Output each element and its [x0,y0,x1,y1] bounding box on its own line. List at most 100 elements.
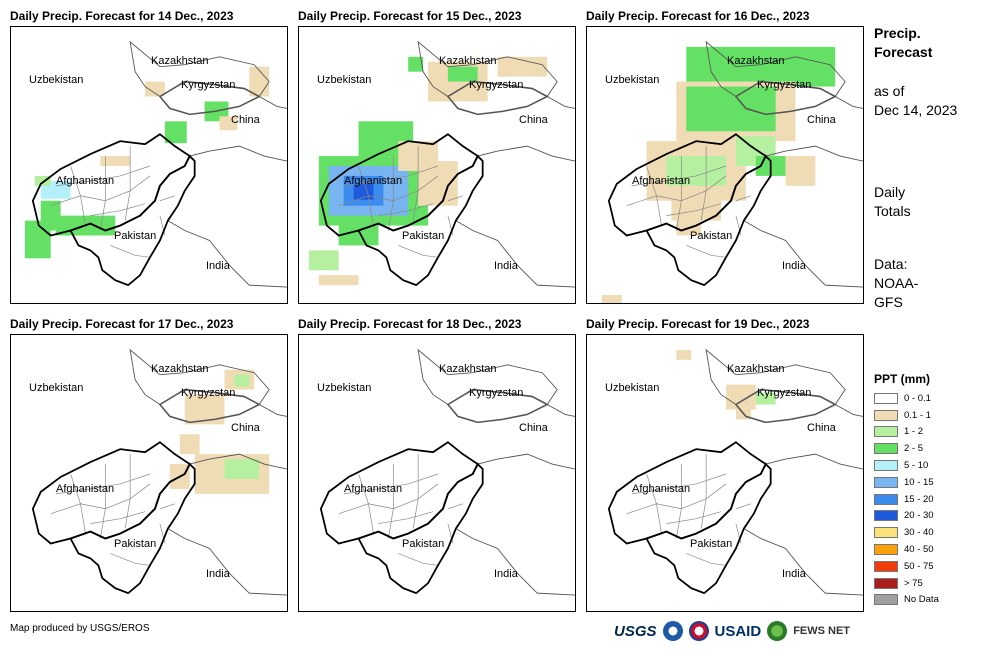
india-border [167,528,287,596]
map-label-pakistan: Pakistan [690,230,733,242]
sidebar-data-source: Data: NOAA- GFS [874,255,918,312]
usgs-logo: USGS [614,622,657,640]
map-label-kazakhstan: Kazakhstan [439,55,497,67]
kyrgyz-border [158,80,261,116]
map-label-india: India [782,260,806,272]
precip-area [666,156,726,186]
legend-item: 0.1 - 1 [874,407,939,424]
legend-swatch [874,527,898,539]
panel-title: Daily Precip. Forecast for 15 Dec., 2023 [298,9,522,23]
sidebar-title: Precip. Forecast [874,24,932,62]
panel-title: Daily Precip. Forecast for 18 Dec., 2023 [298,317,522,331]
map-label-kazakhstan: Kazakhstan [727,363,785,375]
china-border [765,96,863,162]
panel-title: Daily Precip. Forecast for 19 Dec., 2023 [586,317,810,331]
precip-map: Kazakhstan Uzbekistan Kyrgyzstan China Afgha… [586,26,864,304]
precip-area [179,434,200,455]
precip-area [686,46,836,87]
precip-map: Kazakhstan Uzbekistan Kyrgyzstan China Afgha… [10,334,288,612]
map-label-uzbekistan: Uzbekistan [29,382,84,394]
map-label-afghanistan: Afghanistan [344,175,403,187]
kyrgyz-border [446,388,549,424]
province-boundaries [50,146,175,258]
panel-title: Daily Precip. Forecast for 17 Dec., 2023 [10,317,234,331]
map-label-kyrgyzstan: Kyrgyzstan [181,79,236,91]
china-border [189,404,287,470]
map-label-kyrgyzstan: Kyrgyzstan [757,387,812,399]
india-border [743,220,863,288]
map-label-kazakhstan: Kazakhstan [151,55,209,67]
map-label-pakistan: Pakistan [402,230,445,242]
daily-line1: Daily [874,184,906,200]
noaa-logo [662,621,683,641]
legend-swatch [874,460,898,472]
pakistan-border [645,154,772,287]
legend-label: 5 - 10 [904,460,929,472]
precip-area [234,374,250,387]
precip-area [164,121,187,144]
china-border [765,404,863,470]
legend-label: 40 - 50 [904,544,934,556]
legend-label: 0.1 - 1 [904,409,931,421]
legend-swatch [874,510,898,522]
data-line2: NOAA- [874,275,919,291]
province-boundaries [626,146,751,258]
china-border [477,96,575,162]
map-label-china: China [519,114,548,126]
map-svg [31,348,287,596]
precip-area [497,56,548,77]
daily-line2: Totals [874,203,911,219]
map-label-india: India [206,260,230,272]
map-label-india: India [494,260,518,272]
legend-rows: 0 - 0.1 0.1 - 1 1 - 2 2 - 5 5 - 10 10 - 15 15 … [874,390,939,608]
sidebar-title-line2: Forecast [874,44,933,60]
legend-item: 15 - 20 [874,491,939,508]
precip-area [34,175,51,186]
map-label-india: India [782,568,806,580]
pakistan-border [69,154,196,287]
map-svg [601,40,863,303]
kyrgyz-border [158,388,261,424]
legend-item: 2 - 5 [874,440,939,457]
legend-swatch [874,594,898,606]
map-svg [607,348,863,596]
sidebar-daily: Daily Totals [874,183,911,221]
map-label-kyrgyzstan: Kyrgyzstan [469,387,524,399]
precip-area [100,156,131,166]
data-line1: Data: [874,256,908,272]
map-label-afghanistan: Afghanistan [632,483,691,495]
map-label-uzbekistan: Uzbekistan [29,74,84,86]
map-credit: Map produced by USGS/EROS [10,623,150,634]
precip-area [785,156,816,186]
panel-title: Daily Precip. Forecast for 14 Dec., 2023 [10,9,234,23]
precip-area [318,275,359,286]
map-label-kyrgyzstan: Kyrgyzstan [181,387,236,399]
province-boundaries [338,454,463,566]
legend-swatch [874,392,898,404]
legend-item: 40 - 50 [874,541,939,558]
legend-item: 10 - 15 [874,474,939,491]
precip-map: Kazakhstan Uzbekistan Kyrgyzstan China Afgha… [10,26,288,304]
kyrgyz-border [446,80,549,116]
legend-label: 1 - 2 [904,426,924,438]
map-label-pakistan: Pakistan [114,230,157,242]
logo-strip: USGS USAID FEWS NET [614,617,850,645]
precip-map: Kazakhstan Uzbekistan Kyrgyzstan China Afgha… [586,334,864,612]
precip-area [338,225,379,246]
nws-logo [688,621,709,641]
legend-swatch [874,577,898,589]
india-border [455,220,575,288]
usaid-logo: USAID [714,622,762,640]
legend-label: 10 - 15 [904,476,934,488]
precip-area [686,86,776,132]
legend-item: 20 - 30 [874,508,939,525]
ppt-legend: PPT (mm) 0 - 0.1 0.1 - 1 1 - 2 2 - 5 5 - 10 1… [874,372,939,608]
map-label-china: China [231,422,260,434]
china-border [189,96,287,162]
map-label-india: India [494,568,518,580]
precip-map: Kazakhstan Uzbekistan Kyrgyzstan China Afgha… [298,26,576,304]
map-label-uzbekistan: Uzbekistan [317,382,372,394]
legend-label: 2 - 5 [904,443,924,455]
map-svg [319,348,575,596]
map-label-afghanistan: Afghanistan [344,483,403,495]
